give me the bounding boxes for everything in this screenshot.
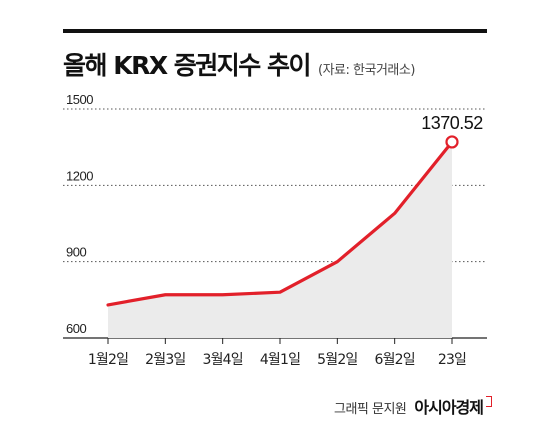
header: 올해 KRX 증권지수 추이 (자료: 한국거래소)	[63, 46, 415, 86]
brand-mark-icon	[486, 396, 492, 407]
chart-source: (자료: 한국거래소)	[318, 63, 415, 78]
line-layer	[106, 140, 454, 307]
x-tick-label-4: 5월2일	[317, 352, 357, 368]
x-tick-label-0: 1월2일	[88, 352, 128, 368]
x-tick-label-2: 3월4일	[202, 352, 242, 368]
x-tick-label-3: 4월1일	[260, 352, 300, 368]
chart-title: 올해 KRX 증권지수 추이	[63, 51, 312, 80]
x-tick-label-5: 6월2일	[374, 352, 414, 368]
annotation-layer: 1370.52	[421, 113, 484, 149]
footer: 그래픽 문지원 아시아경제	[334, 394, 492, 418]
area-layer	[108, 141, 452, 338]
value-annotation: 1370.52	[421, 113, 483, 133]
series-line	[106, 140, 454, 307]
graphic-credit: 그래픽 문지원	[333, 402, 407, 417]
endpoint-marker	[445, 135, 459, 149]
x-tick-label-6: 23일	[438, 352, 466, 368]
y-tick-label-1200: 1200	[66, 168, 93, 183]
series-area	[108, 141, 452, 338]
x-tick-label-1: 2월3일	[145, 352, 185, 368]
y-tick-label-1500: 1500	[66, 92, 93, 107]
y-tick-label-600: 600	[66, 321, 86, 336]
categories: 1월2일 2월3일 3월4일 4월1일 5월2일 6월2일 23일	[88, 338, 467, 368]
brand-logo: 아시아경제	[414, 398, 484, 417]
ticks: 600 900 1200 1500	[66, 92, 94, 336]
y-tick-label-900: 900	[66, 245, 86, 260]
top-rule	[63, 29, 487, 33]
